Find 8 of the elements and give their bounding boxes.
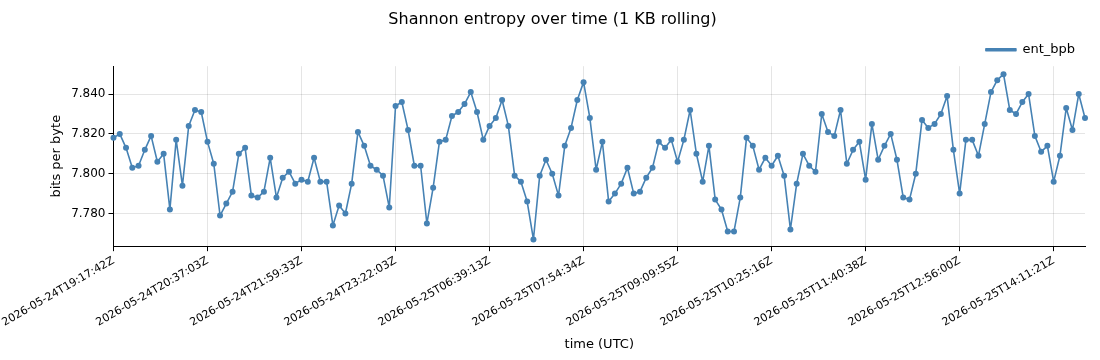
y-tick-label: 7.840 [71,86,106,101]
x-axis-title: time (UTC) [564,335,634,351]
y-tick-label: 7.800 [71,165,106,180]
legend-label: ent_bpb [1022,41,1075,57]
y-tick-label: 7.780 [71,205,106,220]
y-tick-label: 7.820 [71,126,106,141]
chart-title: Shannon entropy over time (1 KB rolling) [388,8,717,28]
y-axis-title: bits per byte [47,114,63,198]
